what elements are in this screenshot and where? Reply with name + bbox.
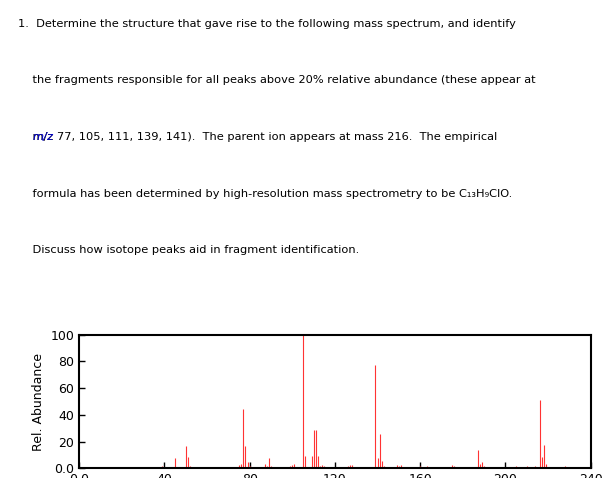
Text: the fragments responsible for all peaks above 20% relative abundance (these appe: the fragments responsible for all peaks … bbox=[18, 76, 536, 86]
Text: 1.  Determine the structure that gave rise to the following mass spectrum, and i: 1. Determine the structure that gave ris… bbox=[18, 19, 516, 29]
Text: Discuss how isotope peaks aid in fragment identification.: Discuss how isotope peaks aid in fragmen… bbox=[18, 245, 359, 255]
Y-axis label: Rel. Abundance: Rel. Abundance bbox=[32, 352, 45, 451]
Text: formula has been determined by high-resolution mass spectrometry to be C₁₃H₉ClO.: formula has been determined by high-reso… bbox=[18, 188, 512, 198]
Text: m/z 77, 105, 111, 139, 141).  The parent ion appears at mass 216.  The empirical: m/z 77, 105, 111, 139, 141). The parent … bbox=[18, 132, 498, 142]
Text: m/z: m/z bbox=[32, 132, 54, 142]
